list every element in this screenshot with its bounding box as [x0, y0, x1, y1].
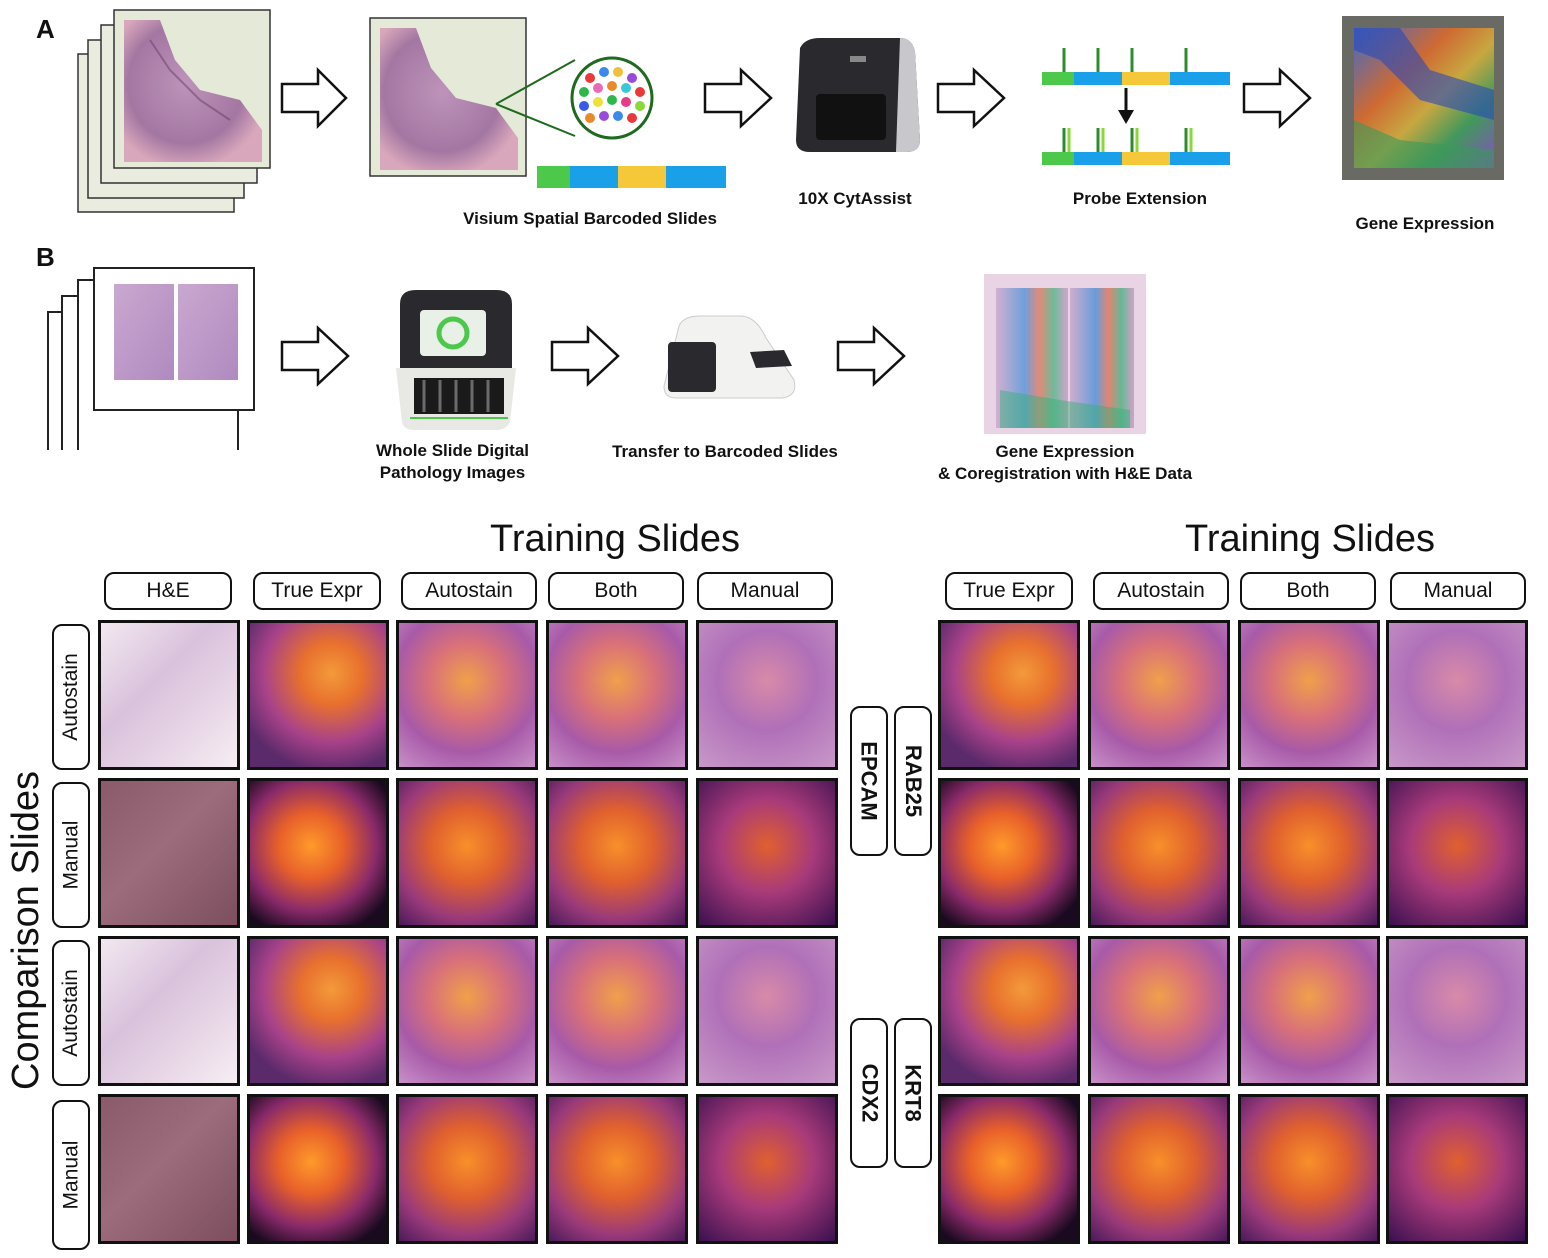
autostain-pred-tile — [1088, 778, 1230, 928]
panel-a-label: A — [36, 14, 55, 44]
manual-pred-tile — [696, 1094, 838, 1244]
col-header-he: H&E — [104, 572, 232, 610]
caption-wsi-line2: Pathology Images — [379, 463, 526, 482]
both-pred-tile — [546, 620, 688, 770]
he-tile — [98, 778, 240, 928]
col-header-manual-left: Manual — [697, 572, 833, 610]
probe-extension-graphic — [1042, 48, 1230, 165]
barcode-spots — [579, 67, 645, 123]
title-comparison-slides: Comparison Slides — [4, 770, 47, 1090]
autostain-pred-tile — [1088, 620, 1230, 770]
caption-visium: Visium Spatial Barcoded Slides — [463, 209, 717, 228]
row-label-autostain-1: Autostain — [52, 624, 90, 770]
manual-pred-tile — [696, 620, 838, 770]
manual-pred-tile — [696, 778, 838, 928]
arrow-a2 — [703, 67, 773, 129]
true-expr-tile — [247, 778, 389, 928]
manual-pred-tile — [1386, 1094, 1528, 1244]
panel-a-graphics — [77, 9, 1504, 213]
caption-gene-expression-a: Gene Expression — [1355, 214, 1495, 233]
coregistration-image — [984, 274, 1146, 434]
autostain-pred-tile — [396, 1094, 538, 1244]
caption-gene-line2: & Coregistration with H&E Data — [937, 464, 1193, 483]
cytassist-transfer-device — [663, 315, 796, 399]
slide-scanner-device — [396, 290, 516, 430]
visium-slide — [369, 17, 726, 188]
row-label-manual-2: Manual — [52, 1100, 90, 1250]
true-expr-tile — [938, 1094, 1080, 1244]
manual-pred-tile — [696, 936, 838, 1086]
arrow-a4 — [1242, 67, 1312, 129]
col-header-autostain-right: Autostain — [1093, 572, 1229, 610]
panel-b-label: B — [36, 242, 55, 272]
arrow-b2 — [550, 325, 620, 387]
caption-wsi-line1: Whole Slide Digital — [375, 441, 529, 460]
tissue-slide-stack — [77, 9, 271, 213]
autostain-pred-tile — [1088, 936, 1230, 1086]
true-expr-tile — [247, 1094, 389, 1244]
true-expr-tile — [938, 778, 1080, 928]
he-tile — [98, 936, 240, 1086]
gene-label-rab25: RAB25 — [894, 706, 932, 856]
manual-pred-tile — [1386, 778, 1528, 928]
both-pred-tile — [546, 778, 688, 928]
autostain-pred-tile — [396, 778, 538, 928]
arrow-b1 — [280, 325, 350, 387]
true-expr-tile — [247, 620, 389, 770]
autostain-pred-tile — [396, 936, 538, 1086]
gene-label-epcam: EPCAM — [850, 706, 888, 856]
col-header-autostain-left: Autostain — [401, 572, 537, 610]
title-training-right: Training Slides — [1185, 518, 1435, 560]
col-header-manual-right: Manual — [1390, 572, 1526, 610]
col-header-both-left: Both — [548, 572, 684, 610]
row-label-manual-1: Manual — [52, 782, 90, 928]
both-pred-tile — [1238, 778, 1380, 928]
wsi-slide-stack — [47, 267, 255, 450]
panel-b-graphics — [47, 267, 1146, 450]
manual-pred-tile — [1386, 620, 1528, 770]
arrow-a1 — [280, 66, 348, 130]
both-pred-tile — [546, 1094, 688, 1244]
he-tile — [98, 620, 240, 770]
caption-cytassist: 10X CytAssist — [798, 189, 912, 208]
col-header-true-expr-left: True Expr — [253, 572, 381, 610]
both-pred-tile — [1238, 620, 1380, 770]
both-pred-tile — [546, 936, 688, 1086]
caption-transfer: Transfer to Barcoded Slides — [612, 442, 838, 461]
cytassist-device — [796, 38, 920, 152]
manual-pred-tile — [1386, 936, 1528, 1086]
autostain-pred-tile — [1088, 1094, 1230, 1244]
caption-probe-extension: Probe Extension — [1072, 189, 1208, 208]
gene-expression-image — [1342, 16, 1504, 180]
caption-gene-line1: Gene Expression — [995, 442, 1135, 461]
title-training-left: Training Slides — [490, 518, 740, 560]
gene-label-krt8: KRT8 — [894, 1018, 932, 1168]
both-pred-tile — [1238, 936, 1380, 1086]
true-expr-tile — [247, 936, 389, 1086]
gene-label-cdx2: CDX2 — [850, 1018, 888, 1168]
both-pred-tile — [1238, 1094, 1380, 1244]
he-tile — [98, 1094, 240, 1244]
col-header-both-right: Both — [1240, 572, 1376, 610]
col-header-true-expr-right: True Expr — [945, 572, 1073, 610]
arrow-a3 — [936, 67, 1006, 129]
true-expr-tile — [938, 620, 1080, 770]
true-expr-tile — [938, 936, 1080, 1086]
row-label-autostain-2: Autostain — [52, 940, 90, 1086]
arrow-b3 — [836, 325, 906, 387]
autostain-pred-tile — [396, 620, 538, 770]
